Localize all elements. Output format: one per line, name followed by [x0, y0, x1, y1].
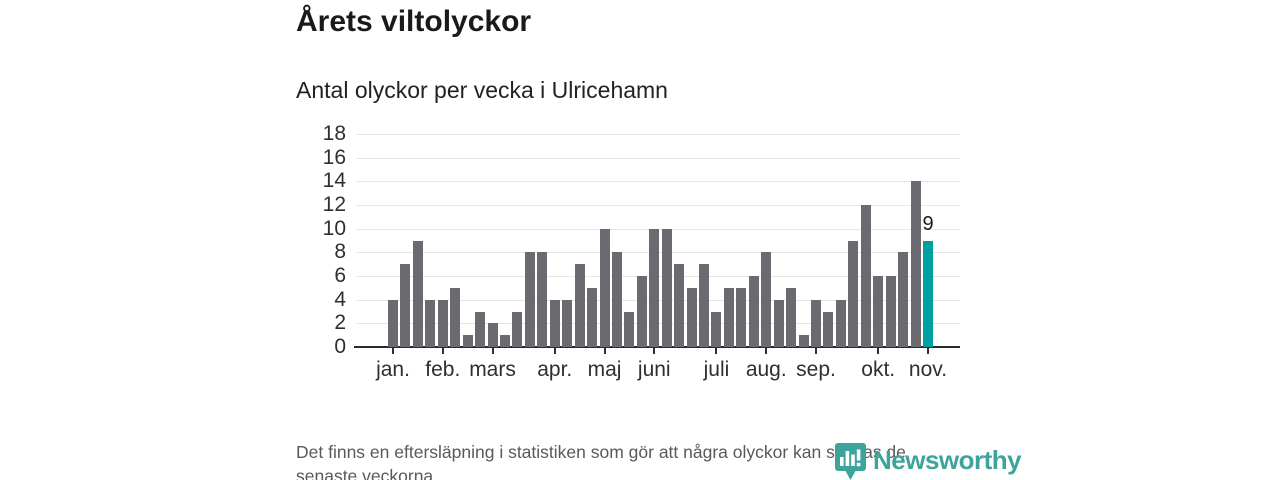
- x-axis-label: juni: [637, 358, 671, 381]
- bar: [450, 287, 461, 347]
- bar: [574, 264, 585, 347]
- x-axis-tick: [553, 348, 556, 354]
- x-axis-line: [354, 346, 960, 348]
- bar: [487, 323, 498, 347]
- bar: [499, 335, 510, 347]
- y-axis-label: 18: [322, 122, 346, 145]
- bar: [437, 299, 448, 347]
- y-axis-label: 12: [322, 193, 346, 216]
- bar: [823, 311, 834, 347]
- x-axis-label: apr.: [537, 358, 573, 381]
- bar: [736, 287, 747, 347]
- bar-value-label: 9: [922, 212, 934, 235]
- gridline: [356, 157, 960, 159]
- bar: [562, 299, 573, 347]
- x-axis-label: juli: [703, 358, 730, 381]
- bar: [798, 335, 809, 347]
- x-axis-tick: [603, 348, 606, 354]
- x-axis-tick: [765, 348, 768, 354]
- bar: [773, 299, 784, 347]
- bar: [848, 240, 859, 347]
- x-axis-tick: [877, 348, 880, 354]
- bar: [761, 252, 772, 347]
- y-axis-label: 0: [334, 335, 346, 358]
- x-axis-tick: [815, 348, 818, 354]
- gridline: [356, 181, 960, 183]
- bar: [748, 276, 759, 347]
- bar: [723, 287, 734, 347]
- x-axis-label: nov.: [908, 358, 948, 381]
- bar: [512, 311, 523, 347]
- x-axis-tick: [441, 348, 444, 354]
- bar: [661, 228, 672, 347]
- chart-subtitle: Antal olyckor per vecka i Ulricehamn: [296, 77, 668, 103]
- gridline: [356, 205, 960, 206]
- bar: [425, 299, 436, 347]
- bar: [412, 240, 423, 347]
- x-axis-label: sep.: [796, 358, 836, 381]
- x-axis-tick: [392, 348, 394, 354]
- bar: [587, 287, 598, 347]
- y-axis-label: 4: [334, 287, 346, 311]
- footnote-line: senaste veckorna.: [296, 466, 439, 480]
- x-axis-label: okt.: [861, 358, 896, 381]
- x-axis-tick: [927, 348, 929, 354]
- bar: [624, 311, 635, 347]
- x-axis-tick: [715, 348, 718, 354]
- page-title: Årets viltolyckor: [296, 5, 532, 38]
- bar: [811, 299, 822, 347]
- bar: [549, 299, 560, 347]
- newsworthy-logo: Newsworthy: [835, 443, 1022, 480]
- x-axis-label: maj: [587, 358, 622, 381]
- newsworthy-icon: [835, 443, 866, 480]
- bar: [860, 205, 871, 347]
- newsworthy-wordmark: Newsworthy: [873, 445, 1022, 475]
- x-axis-label: mars: [469, 358, 516, 381]
- bar: [388, 299, 398, 347]
- bar: [674, 264, 685, 347]
- gridline: [356, 134, 960, 135]
- y-axis-label: 2: [334, 311, 346, 335]
- bar: [898, 252, 909, 347]
- bar: [524, 252, 535, 347]
- y-axis-label: 6: [334, 264, 346, 287]
- bar: [910, 181, 921, 347]
- bar: [537, 252, 548, 347]
- bar: [699, 264, 710, 347]
- x-axis-label: jan.: [376, 358, 410, 381]
- x-axis-tick: [653, 348, 656, 354]
- highlight-bar: [923, 240, 933, 347]
- bar: [462, 335, 473, 347]
- bar: [400, 264, 411, 347]
- bar: [636, 276, 647, 347]
- y-axis-label: 16: [322, 145, 346, 169]
- footnote: Det finns en eftersläpning i statistiken…: [296, 440, 906, 480]
- bar: [711, 311, 722, 347]
- bar: [649, 228, 660, 347]
- bar: [475, 311, 486, 347]
- x-axis-label: aug.: [745, 358, 787, 381]
- y-axis-label: 10: [322, 216, 346, 240]
- bar: [686, 287, 697, 347]
- x-axis-tick: [491, 348, 494, 354]
- bar: [885, 276, 896, 347]
- y-axis-label: 8: [334, 240, 346, 264]
- footnote-line: Det finns en eftersläpning i statistiken…: [296, 442, 906, 462]
- bar: [611, 252, 622, 347]
- bar: [599, 228, 610, 347]
- bar: [786, 287, 797, 347]
- bar: [873, 276, 884, 347]
- bar: [835, 299, 846, 347]
- y-axis-label: 14: [322, 169, 346, 193]
- x-axis-label: feb.: [425, 358, 461, 381]
